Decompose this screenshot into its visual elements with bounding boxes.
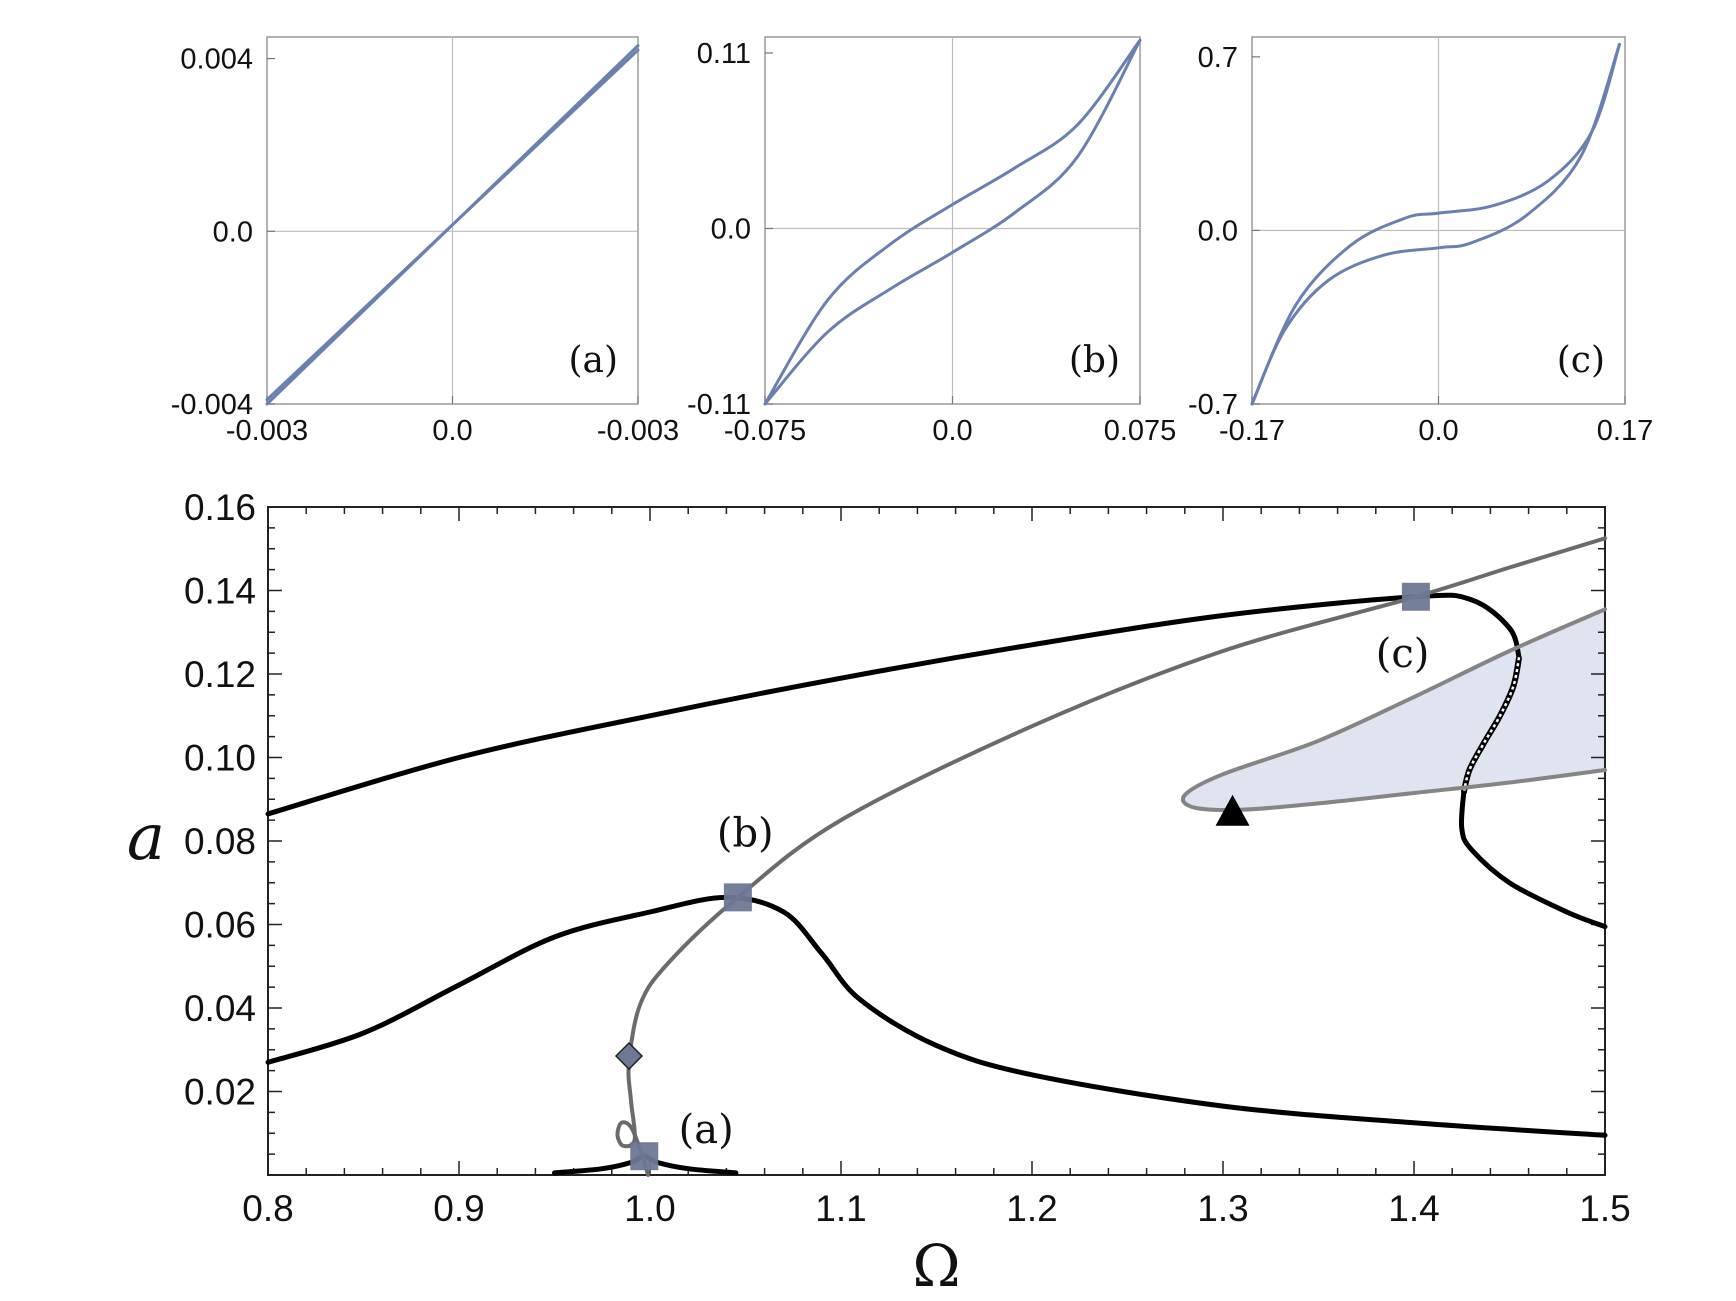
y-tick-label: 0.10 (184, 738, 256, 779)
y-tick-label: 0.08 (184, 821, 256, 862)
x-tick-label: -0.003 (226, 415, 308, 447)
y-tick-label: 0.004 (180, 44, 253, 76)
hysteresis-curve (763, 38, 1142, 406)
x-tick-label: 1.0 (624, 1188, 675, 1229)
x-tick-label: 0.8 (242, 1188, 293, 1229)
diamond-marker (614, 1041, 644, 1071)
y-tick-label: 0.12 (184, 654, 256, 695)
main-plot: 0.8 0.9 1.0 1.1 1.2 1.3 1.4 1.5 0.02 0.04 0.06 0.08… (127, 487, 1631, 1300)
x-tick-label: 0.075 (1104, 415, 1177, 447)
stability-region (1182, 609, 1605, 811)
y-tick-label: 0.7 (1198, 42, 1238, 74)
response-curve (265, 894, 1608, 1138)
response-curve (1458, 790, 1608, 930)
y-tick-label: 0.14 (184, 571, 256, 612)
hysteresis-curve (1250, 42, 1621, 406)
x-tick-label: -0.075 (724, 415, 806, 447)
y-tick-label: -0.004 (171, 389, 253, 421)
x-tick-label: 1.5 (1579, 1188, 1630, 1229)
unstable-branch-dashes (1462, 657, 1521, 794)
y-tick-label: -0.11 (687, 389, 751, 421)
triangle-marker (1215, 794, 1250, 826)
x-tick-label: -0.17 (1219, 415, 1285, 447)
y-tick-label: 0.16 (184, 487, 256, 528)
y-tick-label: 0.0 (711, 213, 751, 245)
x-tick-label: 0.0 (432, 415, 472, 447)
x-tick-label: 1.3 (1197, 1188, 1248, 1229)
inset-panel-b: 0.11 0.0 -0.11-0.075 0.0 0.075 (b) (687, 36, 1177, 447)
y-tick-label: 0.0 (1198, 215, 1238, 247)
x-axis-label: Ω (912, 1232, 960, 1300)
point-label: (a) (679, 1107, 734, 1153)
x-tick-label: 0.0 (1418, 415, 1458, 447)
square-marker (723, 883, 752, 912)
panel-label: (c) (1557, 340, 1605, 381)
y-tick-label: -0.7 (1188, 389, 1238, 421)
point-label: (c) (1376, 631, 1430, 677)
panel-label: (a) (568, 340, 618, 381)
x-tick-label: 0.17 (1597, 415, 1653, 447)
y-tick-label: 0.06 (184, 905, 256, 946)
x-tick-label: 0.9 (433, 1188, 484, 1229)
y-tick-label: 0.04 (184, 988, 256, 1029)
inset-panel-c: 0.7 0.0 -0.7-0.17 0.0 0.17 (c) (1188, 36, 1653, 447)
hysteresis-curve (1250, 42, 1621, 406)
x-tick-label: 1.1 (815, 1188, 866, 1229)
y-tick-label: 0.0 (213, 216, 253, 248)
x-tick-label: 0.0 (932, 415, 972, 447)
y-axis-label: a (127, 801, 165, 875)
y-tick-label: 0.02 (184, 1072, 256, 1113)
hysteresis-curve (265, 48, 640, 402)
x-tick-label: 1.4 (1388, 1188, 1439, 1229)
hysteresis-curve (763, 38, 1142, 406)
x-tick-label: -0.003 (597, 415, 679, 447)
y-tick-label: 0.11 (697, 38, 751, 70)
response-curve (265, 592, 1522, 817)
region-boundary (1180, 607, 1607, 813)
point-label: (b) (717, 811, 774, 857)
backbone-curve (615, 536, 1607, 1177)
panel-label: (b) (1069, 340, 1120, 381)
square-marker (630, 1142, 659, 1171)
x-tick-label: 1.2 (1006, 1188, 1057, 1229)
square-marker (1401, 582, 1430, 611)
